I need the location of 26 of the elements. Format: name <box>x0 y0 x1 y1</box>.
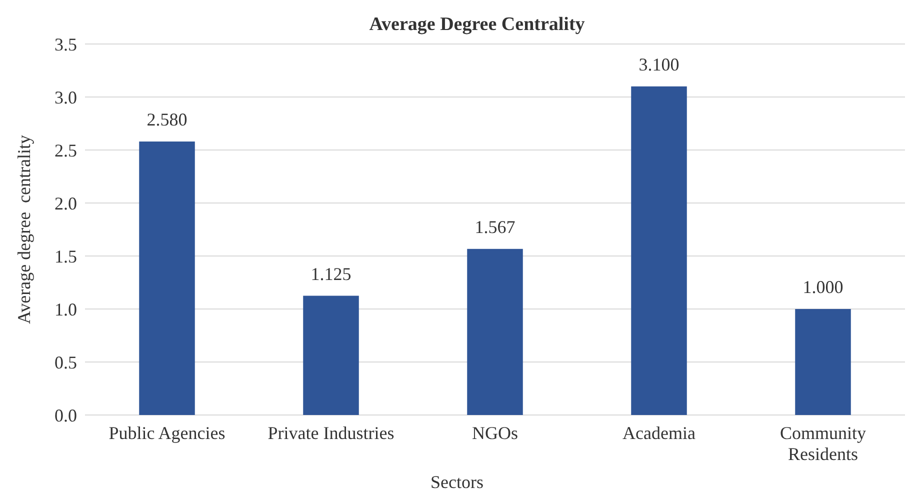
x-tick-label: Academia <box>622 423 696 443</box>
bar <box>467 248 523 415</box>
x-axis-title: Sectors <box>430 472 484 492</box>
bar <box>795 309 851 415</box>
y-tick-label: 2.0 <box>54 193 77 214</box>
y-tick-label: 0.0 <box>54 405 77 426</box>
bar <box>303 296 359 415</box>
x-tick-label: Private Industries <box>268 423 394 443</box>
chart-title: Average Degree Centrality <box>369 14 586 35</box>
x-tick-label: NGOs <box>472 423 518 443</box>
x-tick-label: Public Agencies <box>108 423 226 443</box>
y-tick-label: 3.0 <box>54 87 77 108</box>
data-label: 1.000 <box>802 277 844 297</box>
x-tick-label: Community Residents <box>780 423 866 464</box>
y-axis-title: Average degree centrality <box>14 134 34 324</box>
y-tick-label: 2.5 <box>54 140 77 160</box>
bar <box>139 142 195 415</box>
data-label: 2.580 <box>146 110 188 130</box>
data-label: 1.125 <box>310 264 352 284</box>
y-tick-label: 1.0 <box>54 299 77 320</box>
y-tick-label: 1.5 <box>54 246 77 266</box>
y-tick-label: 0.5 <box>54 352 77 372</box>
data-label: 3.100 <box>638 54 680 74</box>
y-tick-label: 3.5 <box>54 34 77 54</box>
bar <box>631 86 687 415</box>
data-label: 1.567 <box>474 216 516 237</box>
